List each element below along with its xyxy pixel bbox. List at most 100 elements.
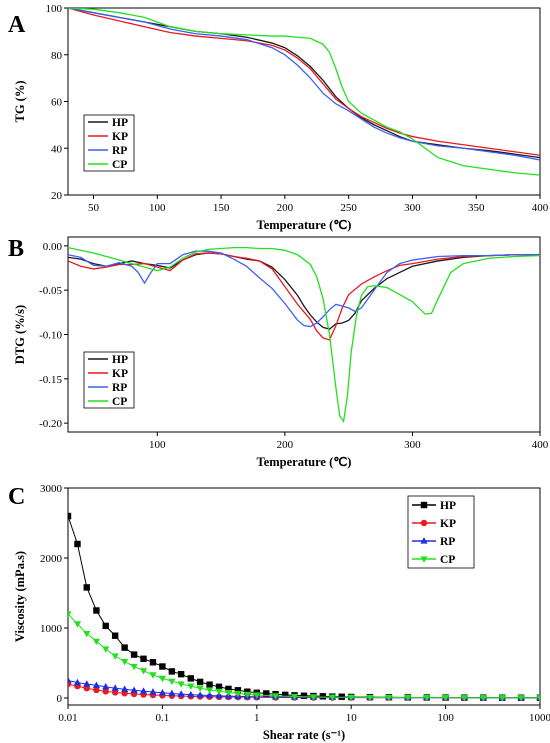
chart-c-x-axis-title: Shear rate (s⁻¹) (263, 728, 345, 742)
chart-b-legend-label-rp: RP (112, 382, 127, 394)
chart-c-point-cp (68, 611, 72, 618)
chart-c-point-cp (130, 663, 138, 671)
chart-c-point-cp (385, 694, 393, 702)
chart-c-point-cp (460, 695, 468, 702)
chart-c-plot: 0.01 0.1 1 10 100 1000 0 1000 2000 3000 Shear rate… (13, 483, 550, 742)
chart-c-point-hp (196, 678, 204, 686)
chart-c-x-tick-label: 0.1 (156, 712, 170, 724)
chart-c-point-cp (290, 693, 299, 701)
chart-b-x-tick-label: 400 (532, 439, 549, 451)
chart-c-point-cp (347, 694, 355, 702)
chart-c-legend-label-cp: CP (440, 554, 455, 566)
chart-b-y-tick-label: 0.00 (43, 241, 63, 253)
chart-c-point-rp (83, 680, 91, 687)
chart-c-point-cp (536, 695, 540, 702)
chart-c-point-hp (83, 584, 90, 591)
chart-b-series-kp (68, 252, 540, 341)
chart-a-legend-label-kp: KP (112, 131, 128, 143)
chart-b-y-tick-label: -0.05 (39, 285, 62, 297)
chart-b-legend-label-kp: KP (112, 368, 128, 380)
chart-c-point-hp (244, 688, 251, 695)
chart-c-point-rp (149, 688, 157, 695)
chart-c-point-rp (130, 686, 138, 693)
chart-c-point-rp (111, 684, 119, 691)
chart-c-point-rp (168, 689, 176, 697)
chart-a-x-tick-label: 400 (532, 202, 549, 214)
chart-c-point-kp (102, 688, 109, 695)
chart-c-point-hp (168, 668, 176, 675)
chart-c-point-hp (93, 607, 100, 614)
chart-c-point-rp (102, 683, 110, 690)
chart-c-legend-marker-hp (420, 501, 428, 509)
panel-letter-a: A (8, 12, 26, 38)
chart-c-point-hp (206, 681, 213, 688)
chart-a-series-rp (68, 8, 540, 161)
chart-b-series-cp (68, 246, 540, 424)
chart-c-point-cp (139, 668, 148, 675)
chart-c-legend-marker-rp (420, 537, 428, 544)
chart-c-point-cp (243, 691, 251, 699)
chart-c-point-hp (177, 671, 185, 678)
chart-b-x-tick-label: 100 (149, 439, 166, 451)
chart-c-point-rp (187, 690, 195, 698)
chart-c-point-cp (234, 690, 242, 698)
chart-c-point-hp (319, 693, 327, 700)
chart-a-legend-label-hp: HP (112, 117, 128, 129)
chart-c-y-axis-title: Viscosity (mPa.s) (13, 551, 27, 642)
chart-c-legend-label-rp: RP (440, 536, 455, 548)
chart-c-point-hp (187, 675, 195, 682)
chart-a-y-tick-label: 20 (51, 190, 63, 202)
panel-letter-b: B (8, 236, 24, 262)
chart-b-legend-label-hp: HP (112, 354, 128, 366)
chart-c-point-cp (423, 695, 431, 702)
chart-c-point-rp (177, 690, 185, 697)
chart-c-point-cp (168, 678, 176, 685)
chart-c-point-cp (205, 687, 214, 694)
chart-c-point-hp (159, 663, 166, 670)
panel-letter-c: C (8, 484, 25, 510)
chart-a-legend-label-rp: RP (112, 145, 127, 157)
chart-c-point-rp (205, 691, 214, 699)
chart-b-x-tick-label: 300 (404, 439, 421, 451)
chart-c-point-rp (92, 681, 101, 688)
chart-c-x-tick-label: 1 (254, 712, 260, 724)
chart-a-x-tick-label: 250 (340, 202, 357, 214)
chart-b-y-tick-label: -0.10 (39, 330, 62, 342)
chart-a-x-axis-title: Temperature (℃) (257, 218, 352, 232)
chart-c-point-hp (74, 540, 81, 548)
chart-c-point-rp (196, 691, 204, 698)
chart-c-point-cp (92, 638, 101, 646)
chart-c-point-cp (328, 694, 336, 701)
chart-b-x-axis-title: Temperature (℃) (257, 455, 352, 469)
chart-c-point-rp (158, 688, 166, 696)
chart-a-plot: 50 100 150 200 250 300 350 400 20 40 60 80 100 Temper… (13, 3, 549, 232)
chart-c-point-hp (102, 622, 109, 630)
chart-c-point-hp (68, 512, 72, 520)
chart-a-x-tick-label: 300 (404, 202, 421, 214)
chart-a-legend-label-cp: CP (112, 159, 127, 171)
chart-b-legend-label-cp: CP (112, 396, 127, 408)
chart-a-legend-box (83, 114, 135, 172)
chart-c-point-cp (479, 695, 487, 702)
chart-c-y-tick-label: 3000 (40, 483, 63, 495)
chart-c-point-hp (300, 692, 308, 699)
chart-c-point-rp (68, 676, 72, 684)
chart-c-point-cp (83, 631, 91, 638)
chart-c-point-cp (187, 683, 195, 690)
chart-b-series-rp (68, 250, 540, 328)
chart-c-point-cp (404, 694, 412, 702)
chart-b-y-axis-title: DTG (%/s) (13, 305, 27, 364)
chart-c-point-rp (139, 687, 148, 694)
chart-b-y-tick-label: -0.15 (39, 374, 62, 386)
chart-c-point-hp (282, 691, 289, 699)
chart-c-point-cp (442, 695, 450, 702)
chart-c-x-tick-label: 1000 (529, 712, 550, 724)
chart-c-point-cp (253, 692, 261, 699)
chart-a-x-tick-label: 200 (277, 202, 294, 214)
chart-c-point-hp (234, 687, 242, 694)
chart-c-y-tick-label: 1000 (40, 623, 63, 635)
chart-c-point-hp (215, 683, 223, 690)
chart-a-y-tick-label: 40 (51, 143, 63, 155)
chart-c-point-hp (111, 632, 119, 639)
chart-c-legend-box (407, 495, 475, 569)
